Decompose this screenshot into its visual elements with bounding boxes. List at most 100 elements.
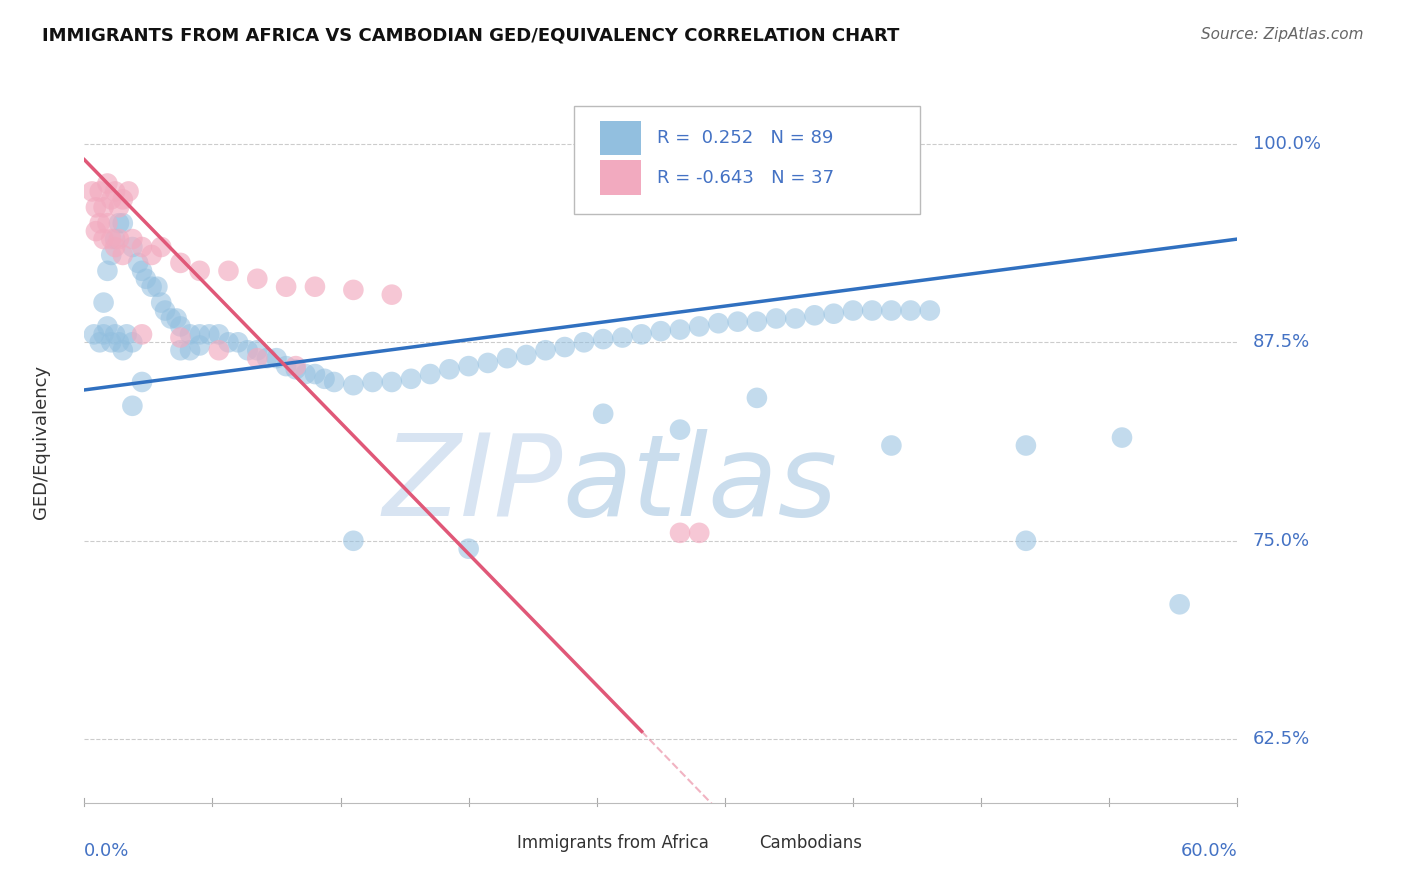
Point	[246, 351, 269, 366]
Point	[150, 295, 173, 310]
Point	[84, 200, 107, 214]
Point	[100, 232, 122, 246]
Point	[669, 525, 692, 540]
FancyBboxPatch shape	[467, 831, 509, 854]
Point	[104, 327, 127, 342]
Point	[572, 335, 595, 350]
Point	[93, 200, 115, 214]
Point	[104, 232, 127, 246]
Point	[688, 319, 710, 334]
Point	[323, 375, 346, 389]
Text: atlas: atlas	[562, 429, 838, 541]
Point	[169, 319, 191, 334]
Text: 60.0%: 60.0%	[1181, 843, 1237, 861]
Point	[89, 185, 111, 199]
Point	[496, 351, 519, 366]
Point	[1015, 438, 1038, 452]
Point	[96, 264, 118, 278]
Point	[592, 332, 614, 346]
Text: ZIP: ZIP	[382, 429, 562, 541]
Text: 87.5%: 87.5%	[1253, 334, 1310, 351]
Point	[150, 240, 173, 254]
Point	[218, 335, 240, 350]
Point	[707, 316, 730, 330]
Point	[131, 240, 153, 254]
Point	[630, 327, 652, 342]
Point	[236, 343, 259, 358]
Bar	[600, 161, 641, 195]
Point	[218, 264, 240, 278]
Point	[198, 327, 221, 342]
Point	[84, 224, 107, 238]
Point	[226, 335, 249, 350]
Text: GED/Equivalency: GED/Equivalency	[31, 365, 49, 518]
Point	[89, 216, 111, 230]
Point	[765, 311, 787, 326]
Point	[342, 283, 364, 297]
Point	[900, 303, 922, 318]
Bar	[600, 120, 641, 155]
Point	[146, 279, 169, 293]
Point	[284, 362, 307, 376]
Text: Cambodians: Cambodians	[759, 833, 862, 852]
Point	[100, 335, 122, 350]
Point	[342, 533, 364, 548]
Point	[179, 327, 201, 342]
Point	[266, 351, 288, 366]
Point	[256, 351, 278, 366]
Point	[592, 407, 614, 421]
Point	[108, 232, 131, 246]
Text: IMMIGRANTS FROM AFRICA VS CAMBODIAN GED/EQUIVALENCY CORRELATION CHART: IMMIGRANTS FROM AFRICA VS CAMBODIAN GED/…	[42, 27, 900, 45]
Point	[669, 322, 692, 336]
Point	[439, 362, 461, 376]
Point	[745, 315, 768, 329]
Point	[208, 343, 231, 358]
Point	[669, 423, 692, 437]
Point	[1168, 597, 1191, 611]
Point	[169, 343, 191, 358]
Point	[108, 335, 131, 350]
Point	[534, 343, 557, 358]
Point	[127, 256, 149, 270]
Text: Source: ZipAtlas.com: Source: ZipAtlas.com	[1201, 27, 1364, 42]
Point	[246, 272, 269, 286]
Point	[745, 391, 768, 405]
Point	[111, 193, 134, 207]
Point	[166, 311, 188, 326]
Point	[304, 279, 326, 293]
Point	[121, 240, 143, 254]
Text: 100.0%: 100.0%	[1253, 135, 1320, 153]
Point	[399, 372, 422, 386]
Point	[121, 399, 143, 413]
Point	[880, 438, 903, 452]
Point	[188, 338, 211, 352]
Point	[650, 324, 672, 338]
Text: R = -0.643   N = 37: R = -0.643 N = 37	[658, 169, 835, 186]
Point	[823, 307, 845, 321]
Point	[276, 279, 298, 293]
Point	[121, 232, 143, 246]
FancyBboxPatch shape	[709, 831, 751, 854]
Text: R =  0.252   N = 89: R = 0.252 N = 89	[658, 129, 834, 147]
Point	[1111, 431, 1133, 445]
Point	[842, 303, 865, 318]
Point	[208, 327, 231, 342]
Point	[111, 248, 134, 262]
Point	[141, 279, 163, 293]
Point	[111, 216, 134, 230]
Point	[93, 295, 115, 310]
Point	[93, 327, 115, 342]
Point	[515, 348, 537, 362]
Point	[477, 356, 499, 370]
Point	[419, 367, 441, 381]
Text: 75.0%: 75.0%	[1253, 532, 1310, 549]
Point	[96, 319, 118, 334]
Point	[457, 359, 479, 373]
Point	[612, 330, 634, 344]
Point	[93, 232, 115, 246]
Point	[83, 327, 105, 342]
Point	[131, 375, 153, 389]
Point	[131, 264, 153, 278]
Point	[100, 193, 122, 207]
Text: 62.5%: 62.5%	[1253, 731, 1310, 748]
